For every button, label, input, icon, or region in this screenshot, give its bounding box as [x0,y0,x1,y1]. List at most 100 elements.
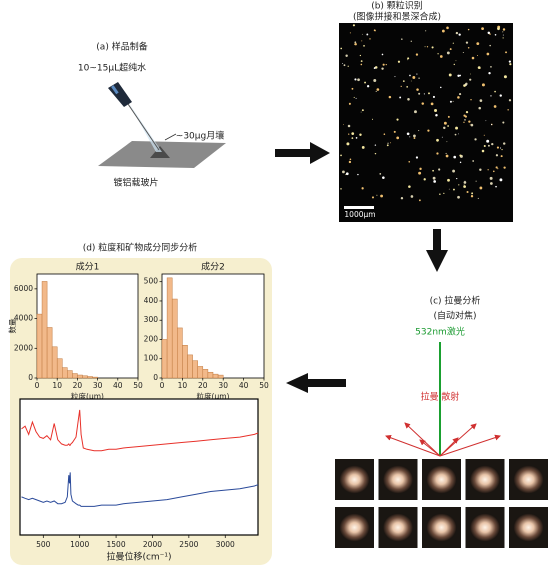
particle [458,184,460,186]
particle [458,92,462,96]
pipette-body [108,82,132,107]
particle [427,129,430,132]
particle [340,154,342,157]
particle [349,32,351,34]
particle [483,134,485,136]
particle-images [335,459,548,548]
particle [355,97,357,99]
particle [397,60,401,63]
particle [469,124,471,126]
particle-blob [470,465,500,494]
histogram-bar [77,374,83,379]
particle [357,173,359,176]
particle [509,63,512,66]
x-tick-label: 3000 [216,540,235,549]
particle [497,27,500,31]
particle [447,178,450,182]
particle [423,178,426,181]
particle [445,152,447,155]
particle [470,195,474,198]
spectrum-line [21,409,259,452]
particle [410,40,412,42]
particle [361,109,364,112]
particle [437,53,439,55]
particle [432,95,436,99]
particle [494,33,497,36]
particle [463,185,466,188]
particle [346,142,350,146]
particle [418,92,421,95]
histogram-bar [202,369,209,379]
particle [406,132,410,136]
particle [454,133,457,136]
particle [465,110,469,114]
particle [376,88,380,91]
particle [463,114,466,117]
particle [407,98,410,101]
particle [495,166,498,169]
histogram-bar [51,346,58,379]
particle [359,133,362,137]
particle [493,170,495,173]
particle [343,64,346,67]
particle [499,178,503,182]
particle [470,99,472,101]
histogram-bar [67,370,73,379]
particle [499,94,502,97]
histogram-bar [41,281,48,379]
particle [354,78,357,81]
particle [471,56,475,60]
scatter-label: 拉曼 散射 [421,391,460,403]
particle [477,66,481,70]
particle [448,188,450,190]
particle [386,144,389,147]
particle [491,123,493,126]
particle [489,33,491,35]
particle [428,92,430,95]
particle [436,138,439,142]
particle [389,142,391,144]
particle [468,120,471,123]
particle [352,24,356,27]
panel-c-subtitle: (自动对焦) [433,310,476,322]
particle [457,96,460,99]
particle [347,65,349,67]
particle-blob [513,513,544,542]
particle [418,129,420,132]
particle [410,195,414,198]
y-tick-label: 500 [144,277,159,286]
particle [369,38,371,40]
particle [351,132,355,135]
particle [366,85,370,88]
histogram-bar [92,376,98,379]
particle [431,46,434,49]
particle [396,118,399,121]
particle [348,133,350,135]
particle [462,51,464,54]
histogram-bar [56,358,63,379]
particle [361,40,363,42]
particle [348,160,352,164]
particle [406,59,408,61]
particle [479,186,483,190]
histogram-bar [207,371,214,379]
slide-label: 镀铝载玻片 [113,177,158,189]
x-tick-label: 1000 [70,540,89,549]
particle [430,102,434,106]
particle [387,142,389,144]
particle [503,166,506,169]
arrow-right [275,142,330,164]
panel-c-label: (c) 拉曼分析 [430,295,481,307]
particle [499,147,502,149]
particle [475,180,477,182]
particle [458,133,460,135]
scatter-arrow [385,434,441,457]
particle [414,110,417,114]
particle [452,42,454,44]
particle [433,180,436,183]
x-tick-label: 50 [259,381,269,390]
particle [438,168,441,171]
pipette-tip [128,102,162,152]
particle [340,47,343,50]
